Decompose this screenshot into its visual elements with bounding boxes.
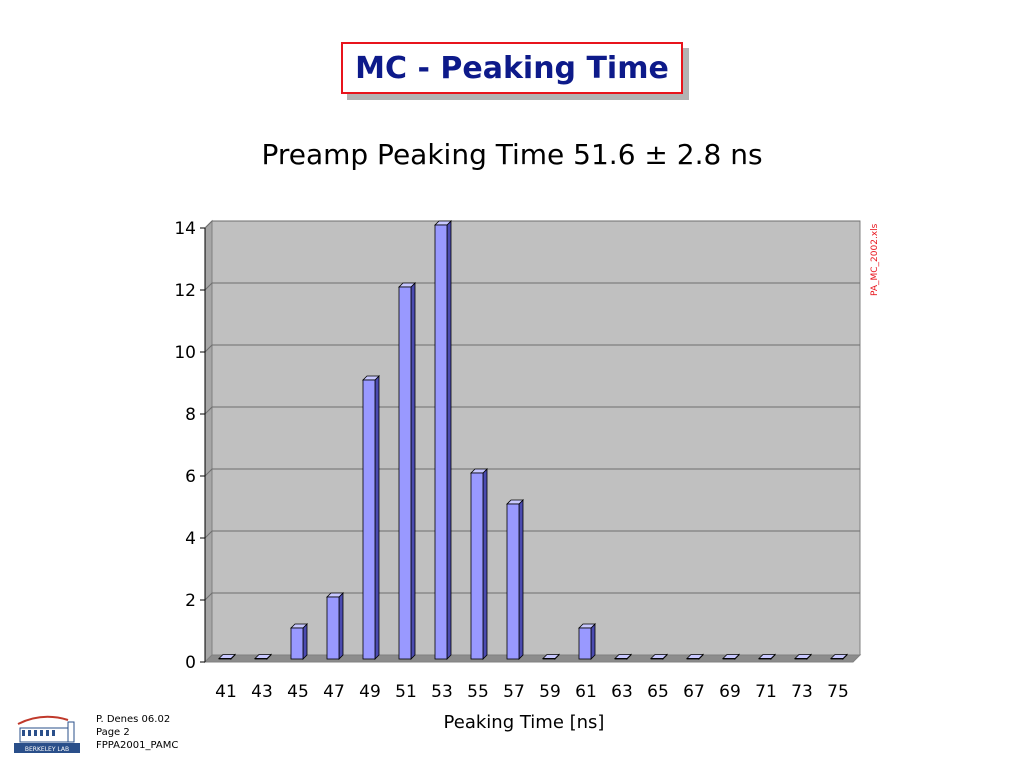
x-tick-label: 45 [287,682,309,702]
gridline [204,220,860,229]
y-tick-label: 6 [185,467,196,487]
x-tick-label: 47 [323,682,345,702]
svg-text:BERKELEY LAB: BERKELEY LAB [25,746,69,753]
berkeley-lab-logo: BERKELEY LAB [14,715,80,753]
y-tick-label: 14 [174,219,196,239]
y-tick-label: 4 [185,529,196,549]
bar [542,658,556,660]
x-tick-label: 41 [215,682,237,702]
x-tick-label: 61 [575,682,597,702]
y-tick-label: 10 [174,343,196,363]
bar [758,658,772,660]
x-tick-label: 71 [755,682,777,702]
bar-side [518,499,524,660]
x-tick-label: 51 [395,682,417,702]
bar-side [302,623,308,660]
chart-title: Preamp Peaking Time 51.6 ± 2.8 ns [261,138,763,171]
bar-side [338,592,344,660]
bar [398,286,412,660]
bar-side [446,220,452,660]
x-tick-label: 55 [467,682,489,702]
x-tick-label: 63 [611,682,633,702]
bar [614,658,628,660]
gridline [204,592,860,601]
bar-side [374,375,380,660]
y-tick-label: 8 [185,405,196,425]
x-tick-label: 75 [827,682,849,702]
bar [578,627,592,660]
x-tick-label: 49 [359,682,381,702]
gridline [204,406,860,415]
bar [218,658,232,660]
bar-side [410,282,416,660]
bar [650,658,664,660]
footer-page: Page 2 [96,727,130,738]
y-tick-label: 12 [174,281,196,301]
x-tick-label: 53 [431,682,453,702]
x-tick-label: 67 [683,682,705,702]
slide-title-box: MC - Peaking Time [341,42,689,100]
footer-info: P. Denes 06.02 Page 2 FPPA2001_PAMC [96,713,178,752]
x-tick-label: 69 [719,682,741,702]
bar [434,224,448,660]
bar [254,658,268,660]
bar [722,658,736,660]
bar [506,503,520,660]
bar [686,658,700,660]
y-tick-label: 2 [185,591,196,611]
gridline [204,344,860,353]
x-tick-label: 59 [539,682,561,702]
bar [830,658,844,660]
x-tick-label: 43 [251,682,273,702]
bar-side [482,468,488,660]
y-tick-label: 0 [185,653,196,673]
x-tick-label: 57 [503,682,525,702]
x-tick-label: 73 [791,682,813,702]
source-file-note: PA_MC_2002.xls [870,223,880,296]
footer-doc: FPPA2001_PAMC [96,740,179,751]
gridline [204,282,860,291]
bar-side [590,623,596,660]
bar [794,658,808,660]
footer-author: P. Denes 06.02 [96,714,171,725]
bar [362,379,376,660]
bar [290,627,304,660]
x-tick-label: 65 [647,682,669,702]
slide-title: MC - Peaking Time [355,50,669,86]
bar [470,472,484,660]
x-axis-label: Peaking Time [ns] [444,712,605,733]
title-frame: MC - Peaking Time [341,42,683,94]
plot-back-wall [211,220,861,656]
gridline [204,468,860,477]
gridline [204,530,860,539]
bar [326,596,340,660]
